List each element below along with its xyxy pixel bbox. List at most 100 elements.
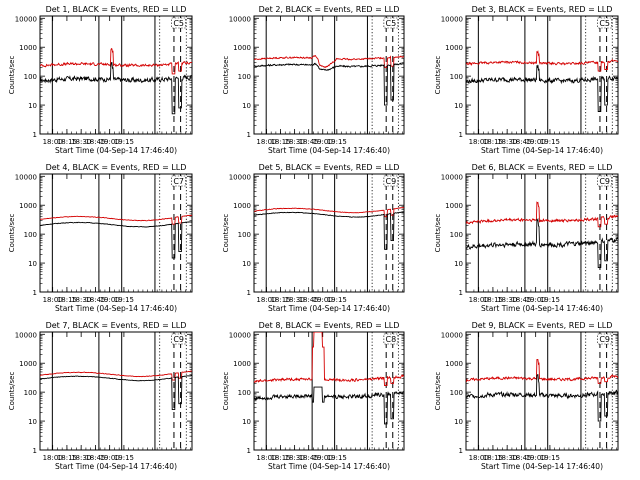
y-tick-label: 10000 bbox=[229, 173, 251, 181]
y-axis-label: Counts/sec bbox=[222, 372, 230, 411]
y-tick-label: 1000 bbox=[445, 202, 463, 210]
y-axis-label: Counts/sec bbox=[8, 214, 16, 253]
x-tick-label: 19:15 bbox=[540, 296, 560, 304]
series-lld-line bbox=[466, 358, 618, 384]
y-tick-label: 1 bbox=[33, 447, 37, 455]
series-lld-line bbox=[40, 48, 192, 75]
x-axis-label: Start Time (04-Sep-14 17:46:40) bbox=[55, 304, 177, 313]
x-tick-label: 18:00 bbox=[43, 138, 63, 146]
plot-frame bbox=[253, 15, 405, 135]
series-events-line bbox=[40, 61, 192, 115]
x-tick-label: 19:00 bbox=[526, 296, 546, 304]
x-tick-label: 18:30 bbox=[497, 138, 517, 146]
corner-label: C5 bbox=[173, 19, 184, 28]
x-tick-label: 18:30 bbox=[285, 296, 305, 304]
x-tick-label: 19:15 bbox=[114, 296, 134, 304]
series-lld-line bbox=[254, 54, 404, 69]
plot-frame bbox=[253, 331, 405, 451]
y-tick-label: 100 bbox=[238, 73, 251, 81]
corner-label: C9 bbox=[599, 335, 610, 344]
y-tick-label: 10 bbox=[242, 102, 251, 110]
y-tick-label: 10000 bbox=[441, 331, 463, 339]
series-events-line bbox=[466, 64, 618, 112]
chart-title: Det 4, BLACK = Events, RED = LLD bbox=[46, 163, 187, 172]
y-tick-label: 10 bbox=[28, 260, 37, 268]
x-tick-label: 19:00 bbox=[313, 138, 333, 146]
x-tick-label: 18:15 bbox=[57, 296, 77, 304]
x-tick-label: 19:15 bbox=[327, 454, 347, 462]
plot-frame bbox=[39, 173, 193, 293]
series-events-line bbox=[466, 373, 618, 422]
x-tick-label: 18:45 bbox=[85, 454, 105, 462]
series-events-line bbox=[40, 375, 192, 411]
x-tick-label: 18:00 bbox=[43, 296, 63, 304]
x-axis-label: Start Time (04-Sep-14 17:46:40) bbox=[481, 304, 603, 313]
x-axis-label: Start Time (04-Sep-14 17:46:40) bbox=[481, 146, 603, 155]
chart-title: Det 1, BLACK = Events, RED = LLD bbox=[46, 5, 187, 14]
corner-label: C9 bbox=[173, 335, 184, 344]
y-tick-label: 1000 bbox=[445, 44, 463, 52]
y-tick-label: 100 bbox=[238, 389, 251, 397]
y-tick-label: 10 bbox=[454, 260, 463, 268]
y-axis-label: Counts/sec bbox=[434, 372, 442, 411]
y-tick-label: 100 bbox=[24, 231, 37, 239]
chart-title: Det 7, BLACK = Events, RED = LLD bbox=[46, 321, 187, 330]
x-tick-label: 19:15 bbox=[540, 138, 560, 146]
x-tick-label: 18:45 bbox=[85, 296, 105, 304]
chart-panel-det-5: Det 5, BLACK = Events, RED = LLD 1 10 100 10… bbox=[222, 163, 405, 313]
x-tick-label: 18:15 bbox=[483, 296, 503, 304]
y-tick-label: 1 bbox=[247, 289, 251, 297]
x-tick-label: 19:00 bbox=[313, 454, 333, 462]
x-tick-label: 18:00 bbox=[256, 454, 276, 462]
x-tick-label: 18:15 bbox=[483, 454, 503, 462]
x-tick-label: 18:15 bbox=[57, 454, 77, 462]
y-tick-label: 100 bbox=[450, 73, 463, 81]
x-axis-label: Start Time (04-Sep-14 17:46:40) bbox=[268, 146, 390, 155]
x-axis-label: Start Time (04-Sep-14 17:46:40) bbox=[268, 462, 390, 471]
x-tick-label: 18:45 bbox=[85, 138, 105, 146]
x-tick-label: 18:30 bbox=[285, 454, 305, 462]
series-events-line bbox=[466, 217, 618, 269]
y-axis-label: Counts/sec bbox=[434, 56, 442, 95]
x-tick-label: 18:00 bbox=[256, 296, 276, 304]
x-tick-label: 18:45 bbox=[299, 296, 319, 304]
x-tick-label: 19:15 bbox=[327, 138, 347, 146]
y-tick-label: 10000 bbox=[229, 331, 251, 339]
corner-label-box bbox=[383, 17, 399, 29]
corner-label: C9 bbox=[386, 177, 397, 186]
x-tick-label: 18:45 bbox=[299, 454, 319, 462]
y-axis-label: Counts/sec bbox=[434, 214, 442, 253]
x-tick-label: 18:00 bbox=[256, 138, 276, 146]
series-lld-line bbox=[466, 50, 618, 72]
y-tick-label: 1 bbox=[459, 447, 463, 455]
y-tick-label: 1 bbox=[33, 289, 37, 297]
chart-title: Det 3, BLACK = Events, RED = LLD bbox=[472, 5, 613, 14]
chart-panel-det-9: Det 9, BLACK = Events, RED = LLD 1 10 100 10… bbox=[434, 321, 619, 471]
y-tick-label: 1 bbox=[459, 289, 463, 297]
corner-label: C5 bbox=[386, 19, 397, 28]
x-axis-label: Start Time (04-Sep-14 17:46:40) bbox=[268, 304, 390, 313]
y-tick-label: 1000 bbox=[19, 44, 37, 52]
x-tick-label: 18:15 bbox=[270, 454, 290, 462]
series-lld-line bbox=[40, 214, 192, 225]
corner-label-box bbox=[597, 17, 613, 29]
series-lld-line bbox=[254, 332, 404, 386]
x-tick-label: 18:00 bbox=[469, 138, 489, 146]
plot-frame bbox=[39, 331, 193, 451]
y-tick-label: 10000 bbox=[441, 15, 463, 23]
x-tick-label: 18:30 bbox=[71, 296, 91, 304]
x-tick-label: 19:00 bbox=[100, 296, 120, 304]
corner-label-box bbox=[597, 175, 613, 187]
series-events-line bbox=[40, 221, 192, 259]
x-tick-label: 19:00 bbox=[526, 454, 546, 462]
plot-frame bbox=[253, 173, 405, 293]
series-events-line bbox=[254, 386, 404, 425]
corner-label: C5 bbox=[599, 19, 610, 28]
chart-panel-det-7: Det 7, BLACK = Events, RED = LLD 1 10 100 10… bbox=[8, 321, 193, 471]
chart-title: Det 5, BLACK = Events, RED = LLD bbox=[259, 163, 400, 172]
y-tick-label: 1000 bbox=[233, 202, 251, 210]
chart-title: Det 2, BLACK = Events, RED = LLD bbox=[259, 5, 400, 14]
chart-panel-det-6: Det 6, BLACK = Events, RED = LLD 1 10 100 10… bbox=[434, 163, 619, 313]
y-tick-label: 1000 bbox=[233, 44, 251, 52]
